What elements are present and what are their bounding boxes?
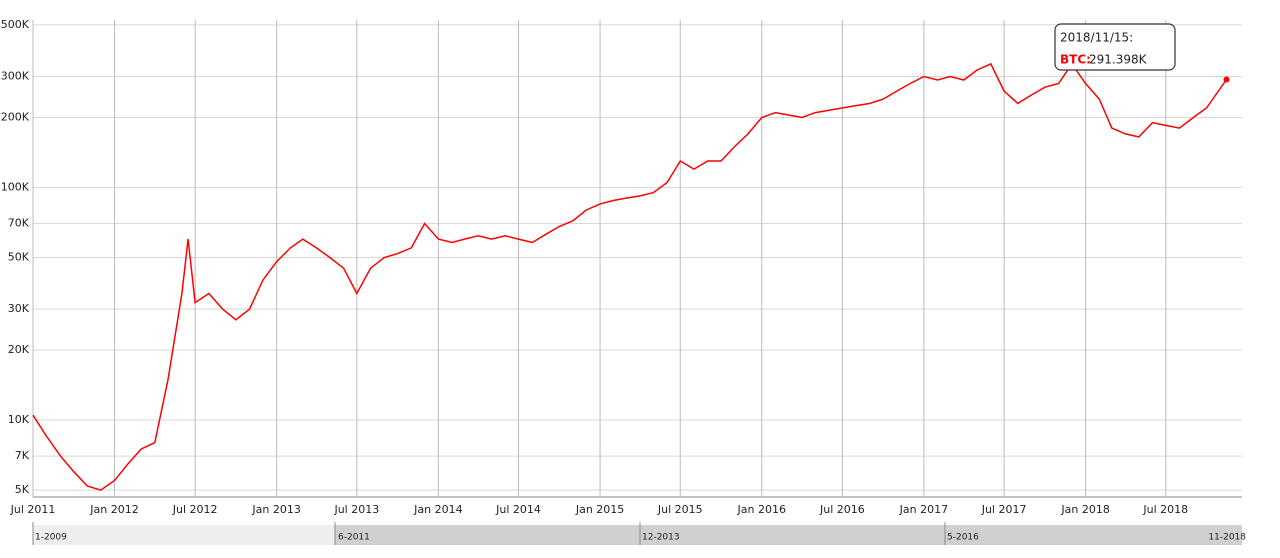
x-tick-label: Jul 2015 xyxy=(657,503,703,516)
y-tick-label: 20K xyxy=(8,343,30,356)
x-tick-label: Jul 2017 xyxy=(981,503,1027,516)
x-tick-label: Jan 2014 xyxy=(413,503,462,516)
navigator-label: 12-2013 xyxy=(642,533,680,543)
y-tick-label: 10K xyxy=(8,413,30,426)
navigator-label: 6-2011 xyxy=(338,533,370,543)
x-tick-label: Jul 2011 xyxy=(10,503,56,516)
x-tick-label: Jul 2014 xyxy=(495,503,541,516)
y-tick-label: 5K xyxy=(15,483,30,496)
y-tick-label: 7K xyxy=(15,449,30,462)
y-tick-label: 70K xyxy=(8,217,30,230)
y-tick-label: 300K xyxy=(1,70,30,83)
tooltip-box xyxy=(1054,23,1176,71)
y-tick-label: 50K xyxy=(8,251,30,264)
navigator-label: 5-2016 xyxy=(947,533,979,543)
tooltip-value: 291.398K xyxy=(1089,53,1148,67)
x-tick-label: Jan 2013 xyxy=(251,503,300,516)
y-tick-label: 200K xyxy=(1,110,30,123)
navigator-label: 1-2009 xyxy=(35,533,67,543)
x-tick-label: Jul 2016 xyxy=(819,503,865,516)
tooltip-series: BTC: xyxy=(1060,53,1091,67)
x-tick-label: Jul 2018 xyxy=(1142,503,1188,516)
y-tick-label: 500K xyxy=(1,18,30,31)
y-tick-label: 100K xyxy=(1,180,30,193)
x-tick-label: Jul 2012 xyxy=(172,503,218,516)
x-tick-label: Jan 2016 xyxy=(737,503,786,516)
x-tick-label: Jul 2013 xyxy=(333,503,379,516)
x-tick-label: Jan 2017 xyxy=(899,503,948,516)
x-tick-label: Jan 2012 xyxy=(89,503,138,516)
x-tick-label: Jan 2018 xyxy=(1060,503,1109,516)
navigator-window[interactable] xyxy=(33,525,335,545)
x-tick-label: Jan 2015 xyxy=(575,503,624,516)
data-line xyxy=(32,62,1228,491)
y-tick-label: 30K xyxy=(8,302,30,315)
hover-point xyxy=(1223,76,1230,83)
tooltip-date: 2018/11/15: xyxy=(1060,31,1133,45)
navigator-label: 11-2018 xyxy=(1208,533,1246,543)
